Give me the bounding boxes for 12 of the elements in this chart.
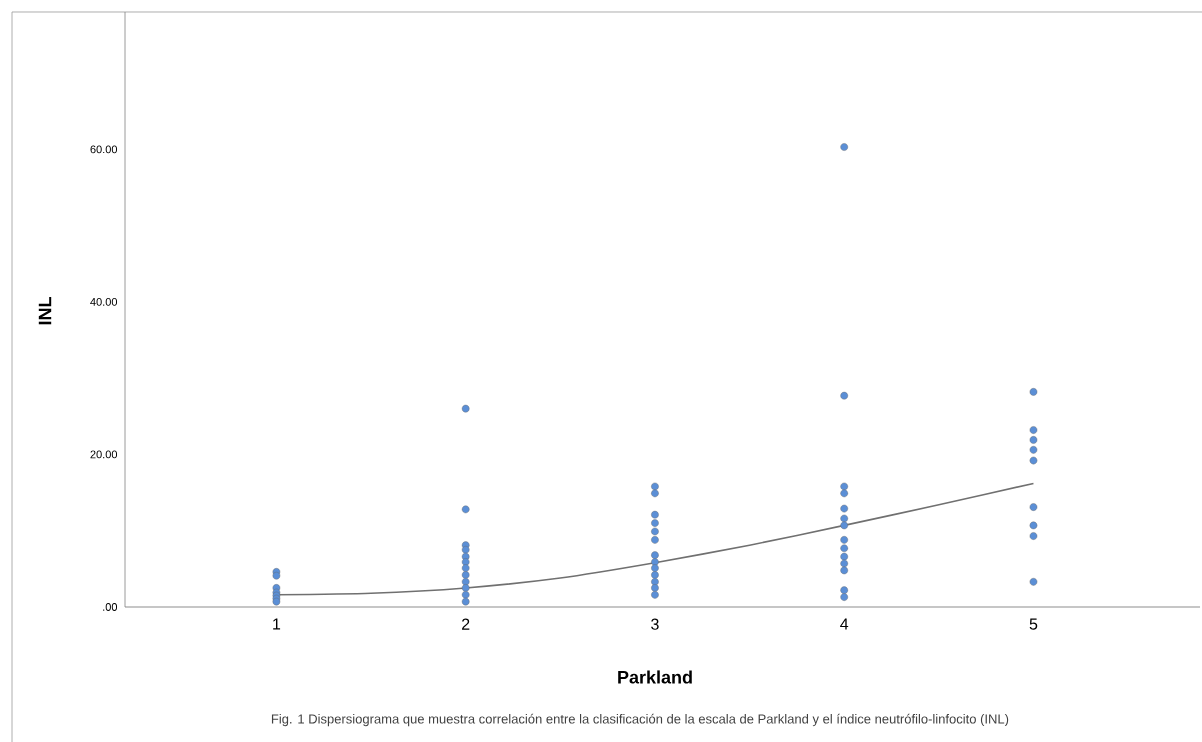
y-tick-label: .00 — [103, 603, 118, 611]
x-tick-label: 4 — [840, 618, 849, 630]
y-tick-label: 60.00 — [90, 145, 118, 154]
x-tick-label: 3 — [651, 618, 659, 630]
x-tick-label: 2 — [462, 618, 470, 630]
y-tick-label: 40.00 — [90, 297, 118, 306]
y-tick-label: 20.00 — [90, 450, 118, 459]
y-axis-title: INL — [38, 297, 52, 325]
x-tick-label: 5 — [1029, 618, 1038, 630]
x-tick-label: 1 — [273, 618, 281, 630]
caption: Fig. 1 Dispersiograma que muestra correlación entre la clasificación de la escala de Parkland y el índice neutrófilo-linfocito (INL) — [271, 713, 1009, 727]
x-axis-title: Parkland — [618, 670, 692, 684]
